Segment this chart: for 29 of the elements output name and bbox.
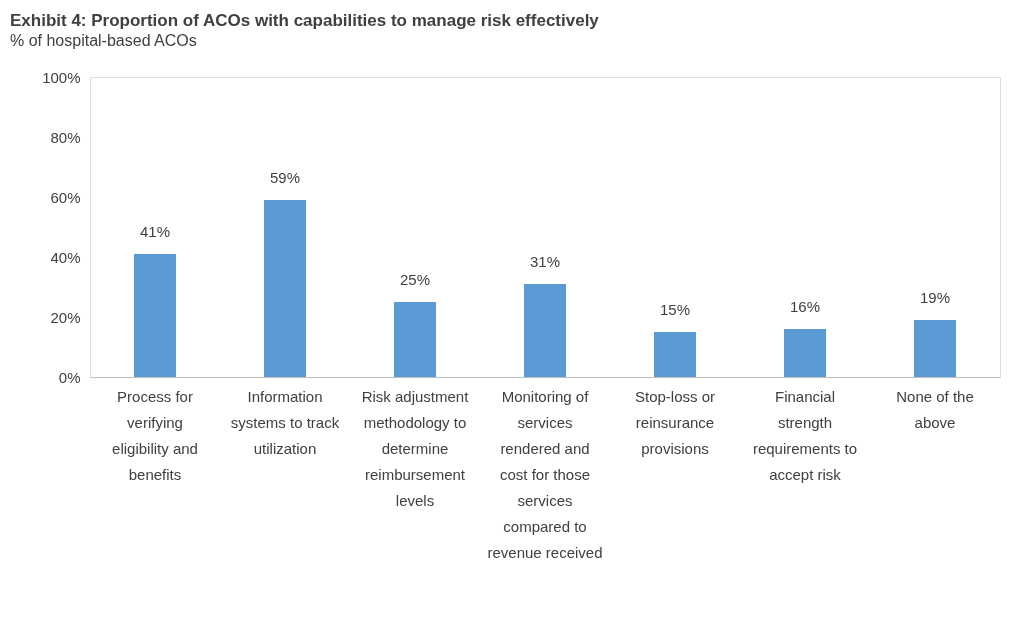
data-label: 16% <box>789 298 821 315</box>
y-tick-label: 40% <box>50 248 81 266</box>
y-tick-label: 0% <box>58 368 81 386</box>
x-tick-label: Risk adjustment methodology to determine reimbursement levels <box>361 387 470 509</box>
bar <box>654 332 696 377</box>
bar <box>264 200 306 377</box>
data-label: 19% <box>919 289 951 306</box>
data-label: 41% <box>139 223 171 240</box>
data-label: 15% <box>659 301 691 318</box>
x-tick-label: Financial strength requirements to accept risk <box>752 387 858 483</box>
data-label: 25% <box>399 271 431 288</box>
data-label: 31% <box>529 253 561 270</box>
y-tick-label: 60% <box>50 188 81 206</box>
bar <box>914 320 956 377</box>
x-tick-label: Stop-loss or reinsurance provisions <box>634 387 716 457</box>
x-tick-label: Process for verifying eligibility and benefits <box>112 387 198 483</box>
chart-subtitle: % of hospital-based ACOs <box>10 32 197 49</box>
y-tick-label: 20% <box>50 308 81 326</box>
bar <box>134 254 176 377</box>
chart-title: Exhibit 4: Proportion of ACOs with capabilities to manage risk effectively <box>10 11 600 30</box>
y-tick-label: 100% <box>42 68 81 86</box>
data-label: 59% <box>269 169 301 186</box>
bar <box>394 302 436 377</box>
y-tick-label: 80% <box>50 128 81 146</box>
bar <box>524 284 566 377</box>
x-tick-label: None of the above <box>896 387 974 431</box>
bar <box>784 329 826 377</box>
x-tick-label: Monitoring of services rendered and cost for those services compared to revenue received <box>487 387 603 561</box>
x-tick-label: Information systems to track utilization <box>230 387 340 457</box>
